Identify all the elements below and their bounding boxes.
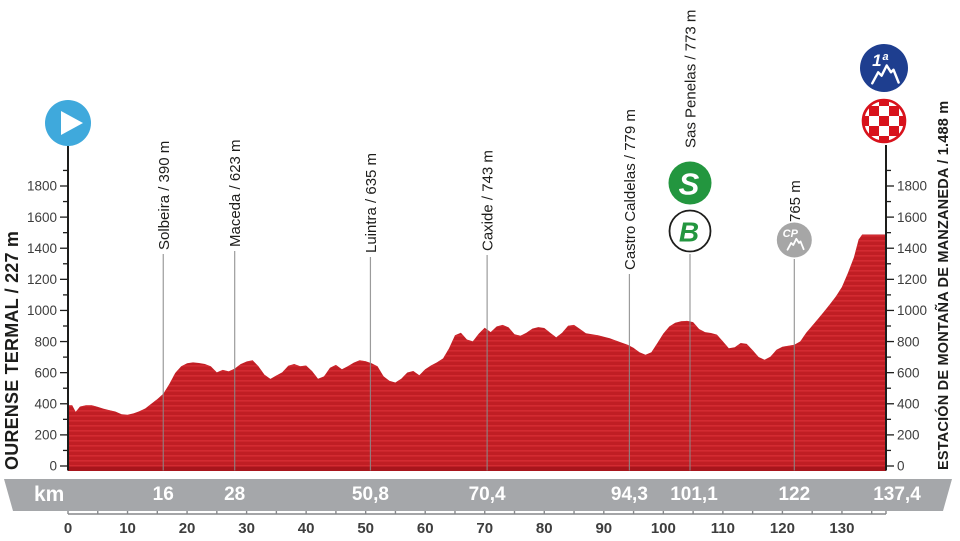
km-bar-value: 70,4 xyxy=(468,484,506,505)
waypoint-label: Castro Caldelas / 779 m xyxy=(622,109,639,270)
bonus-seconds-icon xyxy=(668,209,712,253)
ruler-label: 70 xyxy=(476,520,493,537)
y-tick-label-right: 1800 xyxy=(897,179,927,194)
checker-square xyxy=(863,116,869,126)
checker-square xyxy=(899,116,905,126)
km-bar-value: 122 xyxy=(778,484,811,505)
km-bar-value: 28 xyxy=(224,484,246,505)
ruler-label: 50 xyxy=(357,520,374,537)
y-tick-label-right: 1200 xyxy=(897,272,927,287)
ruler-label: 30 xyxy=(238,520,255,537)
ruler-label: 130 xyxy=(829,520,854,537)
cp-letters: CP xyxy=(783,228,799,240)
sprint-letter: S xyxy=(679,166,700,201)
profile-baseline xyxy=(68,466,886,471)
elevation-area-texture xyxy=(68,234,886,471)
checker-square xyxy=(889,126,899,136)
category-1-climb-icon xyxy=(860,44,908,92)
mountain-silhouette-icon xyxy=(786,237,805,251)
mountain-silhouette-icon xyxy=(871,64,900,85)
waypoint-label: Sas Penelas / 773 m xyxy=(683,10,700,148)
finish-ring xyxy=(861,98,907,144)
intermediate-sprint-icon xyxy=(668,161,712,205)
km-bar-value: 16 xyxy=(152,484,174,505)
km-bar-value: 101,1 xyxy=(670,484,718,505)
ruler-label: 90 xyxy=(595,520,612,537)
checker-square xyxy=(879,136,889,142)
finish-checkered-icon xyxy=(863,100,905,142)
ruler-label: 40 xyxy=(298,520,315,537)
checker-square xyxy=(879,116,889,126)
checker-square xyxy=(869,106,879,116)
checker-square xyxy=(869,126,879,136)
km-unit-label: km xyxy=(34,483,65,506)
checker-square xyxy=(889,106,899,116)
y-tick-label-right: 1600 xyxy=(897,210,927,225)
y-tick-label-right: 800 xyxy=(897,334,920,349)
waypoint-label: Solbeira / 390 m xyxy=(156,141,173,250)
y-tick-label-right: 1400 xyxy=(897,241,927,256)
y-tick-label-left: 400 xyxy=(34,397,57,412)
km-bar-value: 137,4 xyxy=(873,484,921,505)
ruler-label: 20 xyxy=(179,520,196,537)
ruler-label: 60 xyxy=(417,520,434,537)
ruler-label: 80 xyxy=(536,520,553,537)
waypoint-label: Caxide / 743 m xyxy=(480,150,497,251)
y-tick-label-left: 0 xyxy=(49,459,57,474)
checker-square xyxy=(863,136,869,142)
category-1-label: 1ª xyxy=(872,51,888,70)
waypoint-label: 765 m xyxy=(787,180,804,222)
y-tick-label-left: 1800 xyxy=(27,179,57,194)
y-tick-label-left: 1200 xyxy=(27,272,57,287)
km-bar-value: 94,3 xyxy=(610,484,648,505)
km-bar: km 16 28 50,8 70,4 94,3 101,1 122 137,4 xyxy=(4,479,952,511)
ruler-label: 110 xyxy=(711,520,735,537)
y-tick-label-left: 200 xyxy=(34,428,57,443)
checker-square xyxy=(863,100,869,106)
y-tick-label-right: 600 xyxy=(897,365,920,380)
km-bar-value: 50,8 xyxy=(351,484,389,505)
ruler-label: 100 xyxy=(651,520,676,537)
y-tick-label-left: 1400 xyxy=(27,241,57,256)
checker-square xyxy=(879,100,889,106)
y-tick-label-right: 400 xyxy=(897,397,920,412)
waypoint-label: Maceda / 623 m xyxy=(227,139,244,247)
bonus-letter: B xyxy=(679,216,699,247)
checker-square xyxy=(899,136,905,142)
y-tick-label-right: 1000 xyxy=(897,303,927,318)
y-tick-label-left: 600 xyxy=(34,365,57,380)
y-tick-label-right: 200 xyxy=(897,428,920,443)
y-tick-label-left: 1000 xyxy=(27,303,57,318)
ruler-label: 120 xyxy=(770,520,795,537)
checker-square xyxy=(899,100,905,106)
waypoint-label: Luintra / 635 m xyxy=(363,153,380,253)
play-triangle xyxy=(61,111,83,135)
ruler-label: 10 xyxy=(119,520,136,537)
ruler-label: 0 xyxy=(64,520,72,537)
y-tick-label-right: 0 xyxy=(897,459,905,474)
y-tick-label-left: 800 xyxy=(34,334,57,349)
y-tick-label-left: 1600 xyxy=(27,210,57,225)
